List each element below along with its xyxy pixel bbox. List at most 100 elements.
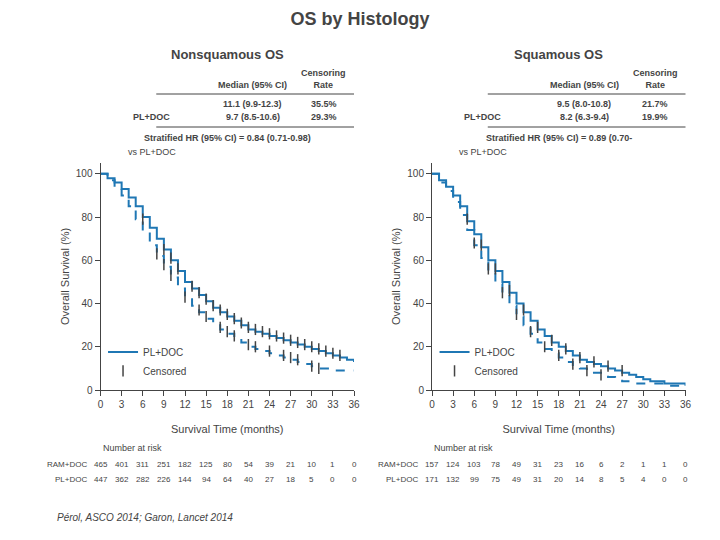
svg-text:80: 80 [81, 212, 93, 223]
svg-text:100: 100 [407, 168, 424, 179]
svg-text:40: 40 [244, 475, 253, 484]
svg-text:6: 6 [471, 399, 477, 410]
svg-text:PL+DOC: PL+DOC [55, 475, 87, 484]
svg-text:99: 99 [470, 475, 479, 484]
svg-text:0: 0 [683, 460, 688, 469]
svg-text:15: 15 [532, 399, 544, 410]
svg-text:0: 0 [429, 399, 435, 410]
svg-text:31: 31 [533, 475, 542, 484]
svg-text:9: 9 [493, 399, 499, 410]
svg-text:251: 251 [157, 460, 171, 469]
svg-text:21: 21 [286, 460, 295, 469]
svg-text:Survival Time (months): Survival Time (months) [171, 423, 283, 435]
svg-text:23: 23 [554, 460, 563, 469]
svg-text:19.9%: 19.9% [642, 112, 668, 122]
svg-text:Squamous OS: Squamous OS [514, 47, 603, 62]
svg-text:vs PL+DOC: vs PL+DOC [459, 147, 507, 157]
svg-text:20: 20 [554, 475, 563, 484]
svg-text:27: 27 [265, 475, 274, 484]
svg-text:11.1 (9.9-12.3): 11.1 (9.9-12.3) [223, 99, 282, 109]
svg-text:Overall Survival (%): Overall Survival (%) [390, 228, 402, 325]
svg-text:Stratified HR (95% CI) = 0.89: Stratified HR (95% CI) = 0.89 (0.70- [486, 133, 632, 143]
svg-text:8.2 (6.3-9.4): 8.2 (6.3-9.4) [560, 112, 609, 122]
svg-text:5: 5 [309, 475, 314, 484]
svg-text:60: 60 [81, 255, 93, 266]
svg-text:Survival Time (months): Survival Time (months) [503, 423, 615, 435]
svg-text:311: 311 [136, 460, 149, 469]
svg-text:5: 5 [620, 475, 625, 484]
svg-text:0: 0 [330, 475, 335, 484]
svg-text:157: 157 [425, 460, 439, 469]
svg-text:401: 401 [115, 460, 129, 469]
svg-text:40: 40 [413, 298, 425, 309]
svg-text:54: 54 [244, 460, 253, 469]
svg-text:PL+DOC: PL+DOC [464, 112, 501, 122]
svg-text:30: 30 [306, 399, 318, 410]
svg-text:6: 6 [140, 399, 146, 410]
svg-text:21: 21 [574, 399, 586, 410]
svg-text:vs PL+DOC: vs PL+DOC [128, 147, 176, 157]
svg-text:36: 36 [348, 399, 360, 410]
svg-text:39: 39 [265, 460, 274, 469]
svg-text:1: 1 [641, 460, 646, 469]
svg-text:36: 36 [680, 399, 692, 410]
svg-text:Overall Survival (%): Overall Survival (%) [59, 228, 71, 325]
svg-text:3: 3 [450, 399, 456, 410]
svg-text:49: 49 [512, 460, 521, 469]
svg-text:0: 0 [352, 475, 357, 484]
svg-text:9.7 (8.5-10.6): 9.7 (8.5-10.6) [226, 112, 280, 122]
svg-text:RAM+DOC: RAM+DOC [47, 460, 87, 469]
svg-text:1: 1 [330, 460, 335, 469]
svg-text:182: 182 [178, 460, 192, 469]
svg-text:80: 80 [223, 460, 232, 469]
svg-text:18: 18 [553, 399, 565, 410]
svg-text:80: 80 [413, 212, 425, 223]
svg-text:27: 27 [285, 399, 297, 410]
svg-text:29.3%: 29.3% [311, 112, 337, 122]
svg-text:33: 33 [327, 399, 339, 410]
svg-text:8: 8 [599, 475, 604, 484]
svg-text:Stratified HR (95% CI) = 0.84: Stratified HR (95% CI) = 0.84 (0.71-0.98… [144, 133, 311, 143]
svg-text:Median (95% CI): Median (95% CI) [218, 80, 287, 90]
svg-text:30: 30 [638, 399, 650, 410]
svg-text:40: 40 [81, 298, 93, 309]
svg-text:Censored: Censored [143, 366, 186, 377]
svg-text:PL+DOC: PL+DOC [386, 475, 418, 484]
svg-text:9.5 (8.0-10.8): 9.5 (8.0-10.8) [557, 99, 611, 109]
svg-text:0: 0 [87, 385, 93, 396]
svg-text:RAM+DOC: RAM+DOC [378, 460, 418, 469]
svg-text:144: 144 [178, 475, 192, 484]
svg-text:OS by Histology: OS by Histology [290, 9, 429, 29]
svg-text:16: 16 [575, 460, 584, 469]
svg-text:PL+DOC: PL+DOC [133, 112, 170, 122]
svg-text:PL+DOC: PL+DOC [475, 347, 515, 358]
svg-text:9: 9 [161, 399, 167, 410]
svg-text:4: 4 [641, 475, 646, 484]
svg-text:20: 20 [413, 341, 425, 352]
svg-text:171: 171 [425, 475, 439, 484]
svg-text:14: 14 [575, 475, 584, 484]
svg-text:94: 94 [202, 475, 211, 484]
svg-text:282: 282 [136, 475, 150, 484]
svg-text:33: 33 [659, 399, 671, 410]
svg-text:0: 0 [683, 475, 688, 484]
svg-text:103: 103 [467, 460, 481, 469]
svg-text:21.7%: 21.7% [642, 99, 668, 109]
svg-text:1: 1 [662, 460, 667, 469]
svg-text:6: 6 [599, 460, 604, 469]
svg-text:49: 49 [512, 475, 521, 484]
svg-text:12: 12 [179, 399, 191, 410]
svg-text:465: 465 [94, 460, 108, 469]
svg-text:124: 124 [446, 460, 460, 469]
svg-text:15: 15 [201, 399, 213, 410]
svg-text:132: 132 [446, 475, 460, 484]
svg-text:35.5%: 35.5% [311, 99, 337, 109]
svg-text:21: 21 [243, 399, 255, 410]
svg-text:362: 362 [115, 475, 129, 484]
svg-text:Pérol, ASCO 2014; Garon, Lance: Pérol, ASCO 2014; Garon, Lancet 2014 [57, 512, 233, 523]
svg-text:0: 0 [98, 399, 104, 410]
svg-text:64: 64 [223, 475, 232, 484]
svg-text:Median (95% CI): Median (95% CI) [550, 80, 619, 90]
svg-text:18: 18 [222, 399, 234, 410]
svg-text:75: 75 [491, 475, 500, 484]
